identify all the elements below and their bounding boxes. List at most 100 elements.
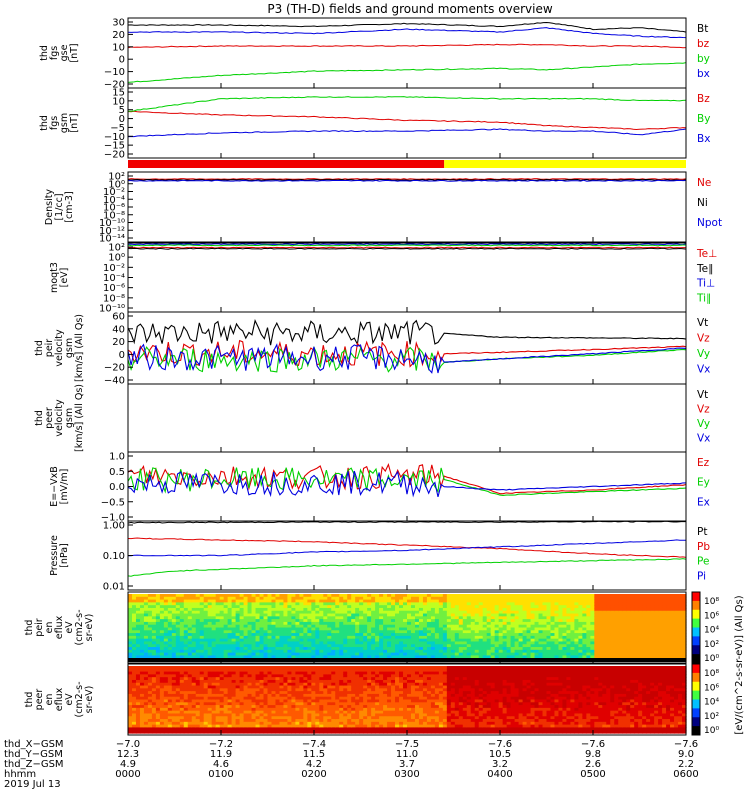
heatmap-cell [554, 616, 560, 620]
heatmap-cell [331, 655, 336, 659]
heatmap-cell [167, 594, 173, 598]
heatmap-cell [323, 649, 328, 654]
heatmap-cell [187, 724, 193, 729]
heatmap-cell [287, 638, 293, 643]
heatmap-cell [462, 621, 468, 626]
heatmap-cell [375, 655, 380, 659]
heatmap-cell [251, 713, 257, 717]
heatmap-cell [486, 616, 492, 620]
heatmap-cell [239, 610, 245, 615]
heatmap-cell [235, 691, 241, 695]
heatmap-cell [171, 693, 177, 698]
heatmap-cell [303, 619, 308, 623]
heatmap-cell [430, 602, 436, 606]
heatmap-cell [179, 633, 185, 637]
heatmap-cell [283, 630, 289, 634]
heatmap-cell [187, 621, 193, 626]
heatmap-cell [359, 596, 364, 601]
heatmap-cell [407, 655, 412, 659]
heatmap-cell [175, 647, 181, 651]
heatmap-cell [327, 596, 332, 601]
heatmap-cell [638, 607, 643, 612]
heatmap-cell [139, 679, 145, 684]
legend-fgs_gse-Bt: Bt [697, 23, 708, 35]
heatmap-cell [586, 599, 591, 603]
heatmap-cell [578, 605, 583, 609]
heatmap-cell [355, 605, 360, 609]
heatmap-cell [275, 671, 281, 675]
heatmap-cell [263, 619, 269, 623]
heatmap-cell [371, 638, 376, 643]
heatmap-cell [259, 652, 265, 657]
heatmap-cell [279, 624, 285, 629]
heatmap-cell [570, 647, 575, 651]
heatmap-cell [462, 655, 468, 659]
heatmap-cell [211, 596, 217, 601]
heatmap-cell [191, 693, 197, 698]
heatmap-cell [283, 724, 289, 729]
heatmap-cell [171, 674, 177, 678]
heatmap-cell [470, 621, 476, 626]
heatmap-cell [207, 644, 213, 648]
ylabel-line: peir [34, 618, 45, 637]
heatmap-cell [630, 652, 635, 657]
heatmap-cell [271, 702, 277, 706]
heatmap-cell [534, 613, 540, 617]
heatmap-cell [231, 702, 237, 706]
ytick-label: −15 [104, 141, 125, 152]
heatmap-cell [462, 638, 468, 643]
heatmap-cell [223, 716, 229, 720]
heatmap-cell [678, 621, 683, 626]
heatmap-cell [215, 649, 221, 654]
heatmap-cell [287, 716, 293, 720]
heatmap-cell [283, 644, 289, 648]
heatmap-cell [179, 705, 185, 709]
heatmap-cell [630, 647, 635, 651]
heatmap-cell [347, 696, 352, 701]
heatmap-cell [239, 649, 245, 654]
heatmap-cell [418, 635, 424, 640]
heatmap-cell [618, 599, 623, 603]
heatmap-cell [494, 647, 500, 651]
heatmap-cell [450, 635, 456, 640]
heatmap-cell [486, 605, 492, 609]
heatmap-cell [446, 610, 452, 615]
heatmap-cell [566, 635, 572, 640]
heatmap-cell [227, 610, 233, 615]
heatmap-cell [323, 710, 328, 715]
heatmap-cell [247, 649, 253, 654]
heatmap-cell [247, 655, 253, 659]
heatmap-cell [271, 649, 277, 654]
heatmap-cell [331, 594, 336, 598]
heatmap-cell [399, 647, 404, 651]
heatmap-cell [442, 630, 448, 634]
heatmap-cell [586, 616, 591, 620]
heatmap-cell [203, 596, 209, 601]
heatmap-cell [426, 641, 432, 645]
heatmap-cell [235, 610, 241, 615]
heatmap-cell [327, 641, 332, 645]
heatmap-cell [179, 727, 185, 731]
heatmap-cell [159, 713, 165, 717]
heatmap-cell [638, 641, 643, 645]
heatmap-cell [343, 644, 348, 648]
heatmap-cell [211, 647, 217, 651]
heatmap-cell [255, 666, 261, 670]
heatmap-cell [139, 688, 145, 692]
ytick-label: 10⁻¹⁰ [99, 218, 125, 229]
heatmap-cell [175, 727, 181, 731]
heatmap-cell [606, 652, 611, 657]
heatmap-cell [331, 713, 336, 717]
heatmap-cell [347, 674, 352, 678]
heatmap-cell [167, 719, 173, 723]
heatmap-cell [630, 627, 635, 631]
heatmap-cell [303, 613, 308, 617]
heatmap-cell [355, 641, 360, 645]
heatmap-cell [235, 716, 241, 720]
heatmap-cell [351, 621, 356, 626]
heatmap-cell [307, 679, 312, 684]
heatmap-cell [143, 699, 149, 703]
heatmap-cell [195, 727, 201, 731]
heatmap-cell [283, 613, 289, 617]
